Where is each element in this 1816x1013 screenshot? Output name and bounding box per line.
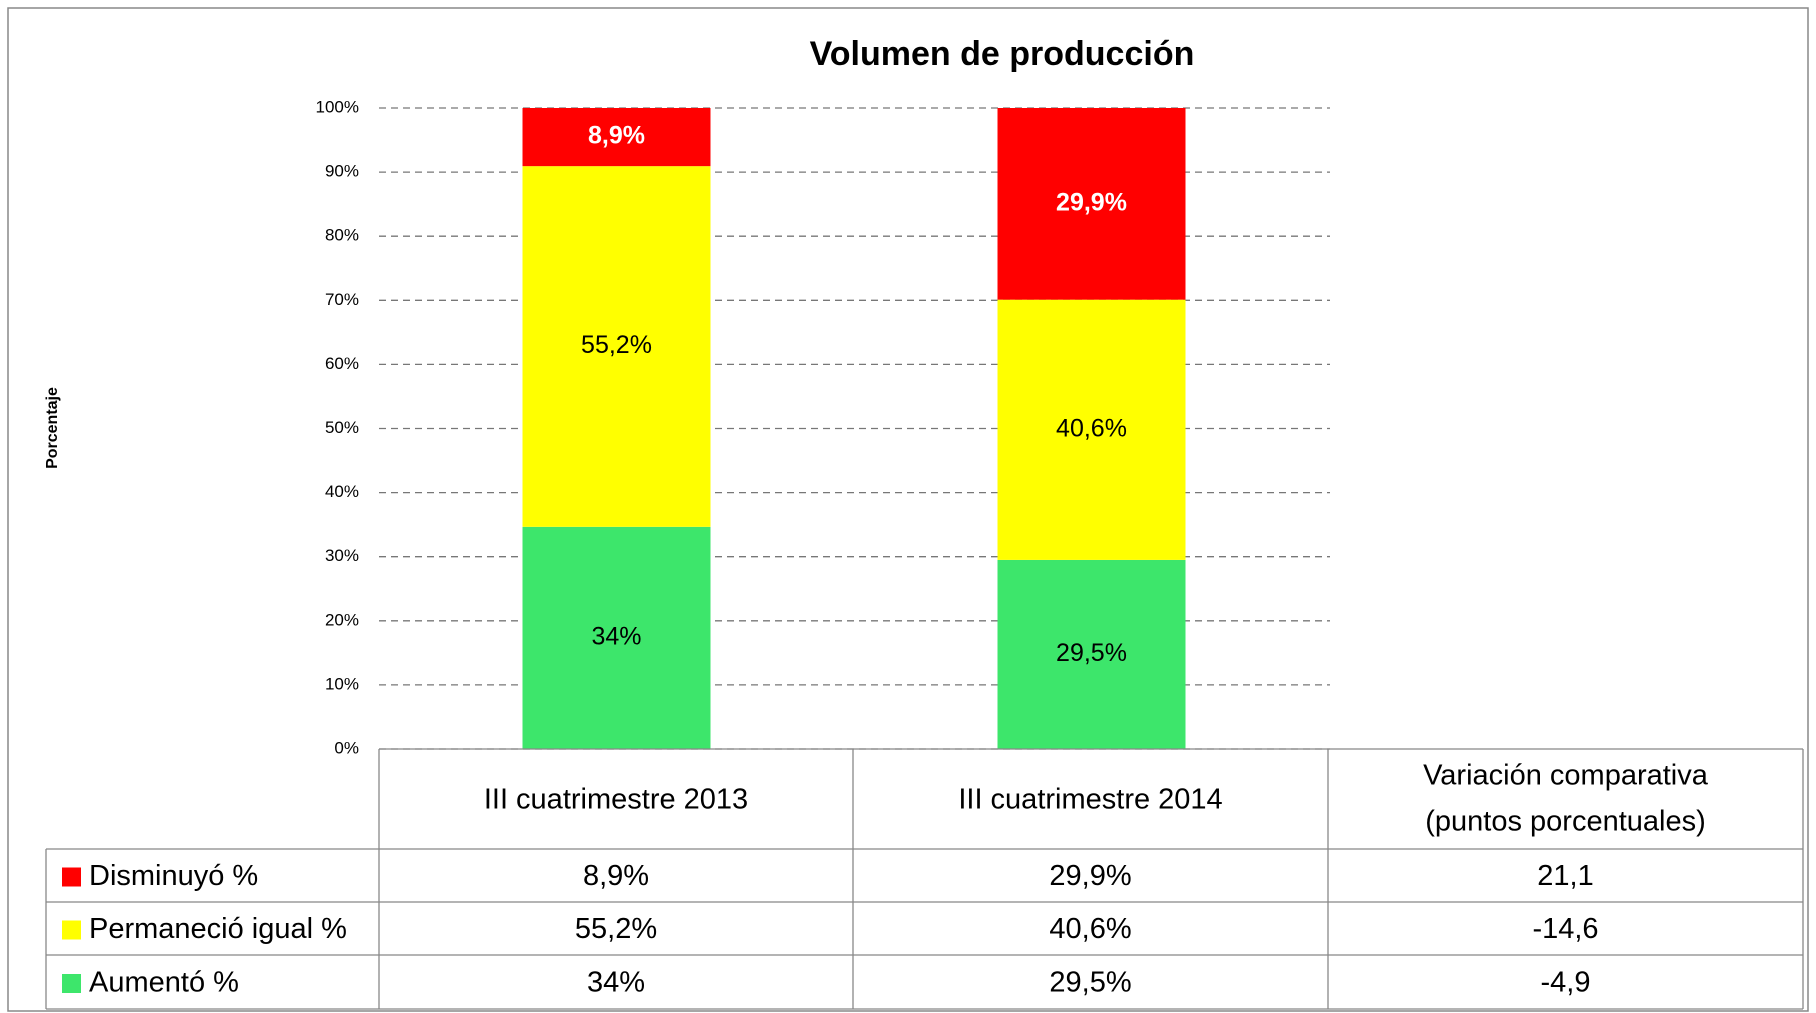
legend-label: Disminuyó % xyxy=(89,860,258,892)
y-tick-label: 90% xyxy=(325,162,359,181)
y-tick-label: 40% xyxy=(325,482,359,501)
bar-label: 55,2% xyxy=(581,331,652,359)
y-axis-label: Porcentaje xyxy=(44,387,61,469)
bar-label: 8,9% xyxy=(588,122,645,150)
table-header: III cuatrimestre 2013 xyxy=(484,784,748,816)
table-cell: -4,9 xyxy=(1541,967,1591,999)
bar-segment xyxy=(522,108,711,167)
bar-segment xyxy=(522,526,711,749)
y-tick-label: 100% xyxy=(316,97,359,116)
y-tick-label: 70% xyxy=(325,290,359,309)
legend-key xyxy=(62,920,81,940)
y-tick-label: 60% xyxy=(325,354,359,373)
table-cell: 40,6% xyxy=(1049,913,1131,945)
bar-label: 34% xyxy=(591,623,641,651)
bar-segment xyxy=(997,108,1186,300)
legend-label: Permaneció igual % xyxy=(89,913,347,945)
table-header: Variación comparativa xyxy=(1423,760,1709,792)
legend-key xyxy=(62,974,81,993)
table-cell: 55,2% xyxy=(575,913,657,945)
table-cell: 29,5% xyxy=(1049,967,1131,999)
table-cell: 34% xyxy=(587,967,645,999)
y-tick-label: 10% xyxy=(325,674,359,693)
y-tick-label: 50% xyxy=(325,418,359,437)
table-cell: -14,6 xyxy=(1532,913,1598,945)
table-header: (puntos porcentuales) xyxy=(1425,806,1706,838)
bar-label: 29,5% xyxy=(1056,639,1127,667)
bar-label: 40,6% xyxy=(1056,414,1127,442)
bar-segment xyxy=(997,299,1186,560)
table-cell: 8,9% xyxy=(583,860,649,892)
table-cell: 21,1 xyxy=(1537,860,1593,892)
bar-segment xyxy=(522,166,711,527)
legend-label: Aumentó % xyxy=(89,967,239,999)
y-tick-label: 80% xyxy=(325,226,359,245)
table-header: III cuatrimestre 2014 xyxy=(958,784,1222,816)
y-tick-label: 20% xyxy=(325,610,359,629)
legend-key xyxy=(62,867,81,887)
y-tick-label: 30% xyxy=(325,546,359,565)
chart-title: Volumen de producción xyxy=(810,35,1195,73)
bar-label: 29,9% xyxy=(1056,188,1127,216)
y-tick-label: 0% xyxy=(334,738,359,757)
bar-segment xyxy=(997,559,1186,749)
table-cell: 29,9% xyxy=(1049,860,1131,892)
chart-border xyxy=(7,7,1809,1012)
